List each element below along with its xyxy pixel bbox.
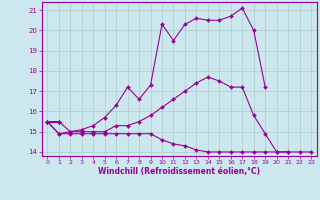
X-axis label: Windchill (Refroidissement éolien,°C): Windchill (Refroidissement éolien,°C) xyxy=(98,167,260,176)
